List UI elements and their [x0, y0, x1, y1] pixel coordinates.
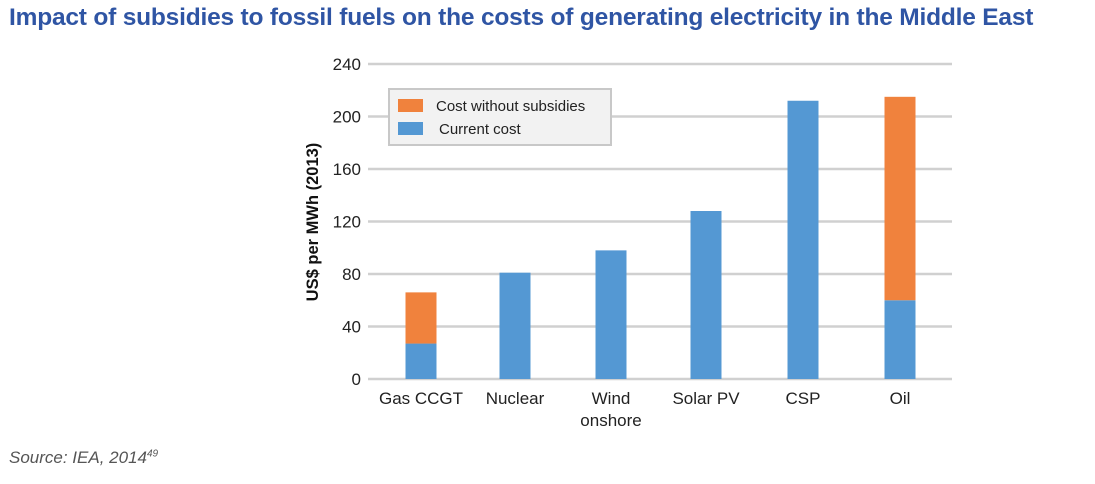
legend-swatch-current-cost [398, 122, 423, 135]
y-axis-label: US$ per MWh (2013) [304, 143, 322, 302]
x-tick-label: Oil [890, 389, 911, 408]
chart-title: Impact of subsidies to fossil fuels on t… [9, 4, 1034, 31]
legend-swatch-cost-without-subsidies [398, 99, 423, 112]
bars [405, 96, 916, 379]
y-tick-label: 160 [333, 160, 361, 179]
bar-current-cost [690, 211, 722, 379]
source-note: Source: IEA, 201449 [9, 448, 158, 468]
bar-current-cost [595, 250, 627, 379]
bar-current-cost [787, 100, 819, 379]
y-tick-label: 80 [342, 265, 361, 284]
y-tick-label: 240 [333, 55, 361, 74]
bar-cost-without-subsidies [884, 96, 916, 301]
legend-label-cost-without-subsidies: Cost without subsidies [436, 98, 585, 115]
x-tick-label: Gas CCGT [379, 389, 463, 408]
x-axis-labels: Gas CCGT Nuclear Wind onshore Solar PV CSP Oil [379, 389, 910, 430]
source-text: Source: IEA, 2014 [9, 448, 147, 467]
bar-current-cost [405, 343, 437, 379]
gridlines [368, 62, 952, 381]
source-footnote: 49 [146, 448, 159, 460]
y-tick-label: 200 [333, 108, 361, 127]
x-tick-label: onshore [580, 411, 641, 430]
x-tick-label: Solar PV [672, 389, 740, 408]
legend-label-current-cost: Current cost [439, 121, 522, 138]
y-tick-label: 120 [333, 213, 361, 232]
y-tick-label: 40 [342, 318, 361, 337]
y-axis-ticks: 0 40 80 120 160 200 240 [333, 55, 361, 389]
bar-cost-without-subsidies [405, 292, 437, 344]
legend: Cost without subsidies Current cost [388, 88, 612, 146]
bar-current-cost [499, 272, 531, 379]
x-tick-label: Wind [592, 389, 631, 408]
x-tick-label: Nuclear [486, 389, 545, 408]
bar-current-cost [884, 300, 916, 379]
y-tick-label: 0 [352, 370, 361, 389]
legend-box [388, 88, 612, 146]
x-tick-label: CSP [786, 389, 821, 408]
